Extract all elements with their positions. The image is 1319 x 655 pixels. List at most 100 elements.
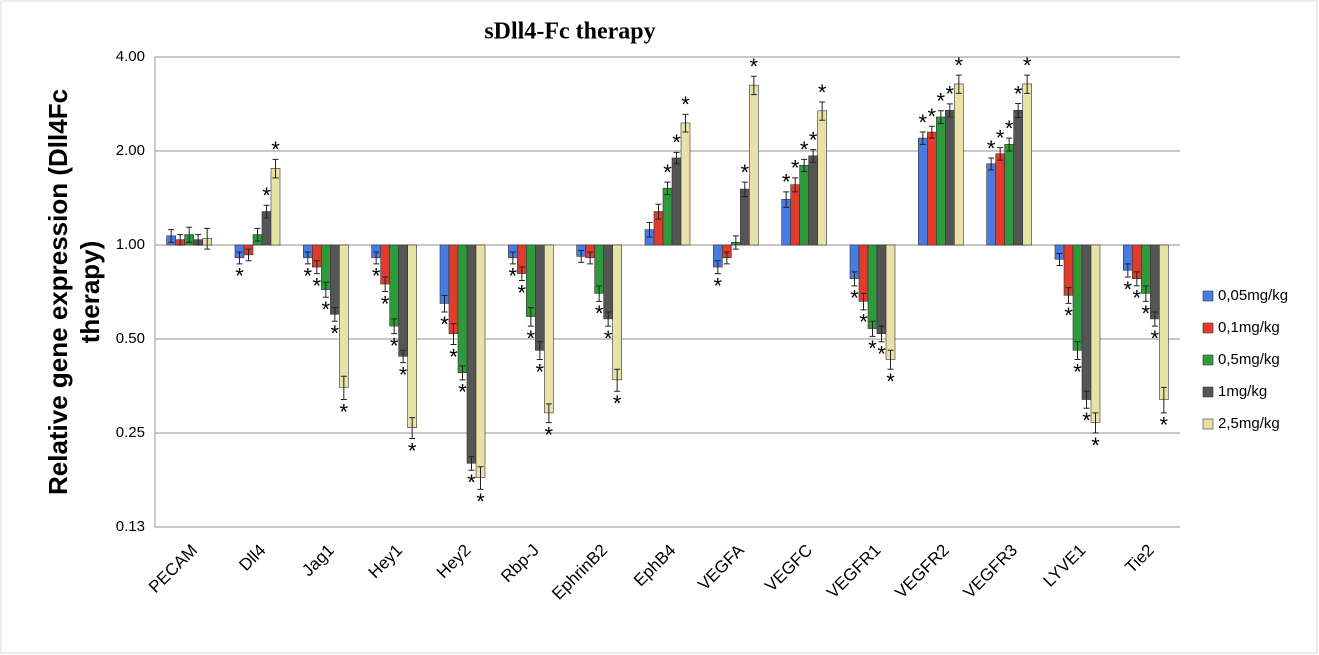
bar (1150, 244, 1160, 320)
bar (1022, 83, 1032, 246)
error-bar (937, 110, 944, 124)
legend-swatch (1202, 290, 1214, 302)
significance-mark: * (1014, 81, 1023, 106)
bar (1090, 244, 1101, 423)
bar (995, 153, 1005, 246)
significance-mark: * (1160, 413, 1169, 438)
error-bar (946, 103, 953, 118)
legend-label: 0,05mg/kg (1218, 287, 1288, 304)
bar (475, 244, 486, 478)
error-bar (714, 260, 721, 275)
error-bar (509, 251, 516, 265)
significance-mark: * (458, 380, 467, 405)
error-bar (527, 307, 534, 327)
significance-mark: * (322, 297, 331, 322)
error-bar (851, 271, 858, 287)
bar (1159, 244, 1169, 400)
significance-mark: * (467, 470, 476, 495)
error-bar (1074, 341, 1081, 360)
significance-mark: * (408, 438, 417, 463)
error-bar (1006, 137, 1013, 152)
significance-mark: * (818, 80, 827, 105)
y-label-line: therapy) (75, 241, 105, 344)
error-bar (819, 101, 826, 121)
error-bar (614, 368, 621, 392)
significance-mark: * (791, 156, 800, 181)
error-bar (245, 248, 252, 262)
bar (799, 164, 809, 246)
significance-mark: * (340, 399, 349, 424)
bar (339, 244, 349, 388)
error-bar (254, 227, 261, 242)
significance-mark: * (868, 336, 877, 361)
significance-mark: * (595, 301, 604, 326)
bar (936, 116, 946, 246)
bar (986, 163, 996, 246)
error-bar (331, 307, 338, 322)
y-tick-label: 1.00 (116, 236, 145, 253)
bar (867, 244, 878, 329)
bar (954, 83, 964, 246)
significance-mark: * (1124, 277, 1133, 302)
significance-mark: * (928, 104, 937, 129)
error-bar (1124, 263, 1131, 278)
error-bar (313, 260, 320, 275)
legend-label: 0,5mg/kg (1218, 351, 1280, 368)
significance-mark: * (1091, 433, 1100, 458)
error-bar (1065, 287, 1072, 304)
significance-mark: * (613, 391, 622, 416)
bar (535, 244, 545, 351)
error-bar (1024, 74, 1031, 94)
significance-mark: * (518, 280, 527, 305)
error-bar (928, 125, 935, 139)
bar (407, 244, 417, 428)
bar (790, 184, 800, 246)
bar (1013, 110, 1023, 246)
significance-mark: * (996, 125, 1005, 150)
chart-title: sDll4-Fc therapy (484, 19, 655, 45)
bar (1004, 144, 1014, 246)
significance-mark: * (782, 170, 791, 195)
error-bar (732, 235, 739, 250)
bar (885, 244, 896, 360)
significance-mark: * (545, 422, 554, 447)
significance-mark: * (1073, 359, 1082, 384)
significance-mark: * (390, 333, 399, 358)
error-bar (236, 251, 243, 265)
error-bar (468, 456, 475, 471)
y-tick-label: 0.50 (116, 330, 145, 347)
bar (927, 131, 937, 246)
bar (817, 110, 827, 246)
error-bar (409, 417, 416, 440)
legend-label: 0,1mg/kg (1218, 319, 1280, 336)
bar (680, 122, 691, 246)
error-bar (382, 276, 389, 292)
significance-mark: * (946, 82, 955, 107)
significance-mark: * (750, 54, 759, 79)
error-bar (204, 227, 211, 250)
significance-mark: * (527, 326, 536, 351)
error-bar (545, 403, 552, 424)
error-bar (596, 285, 603, 302)
error-bar (177, 234, 184, 246)
error-bar (536, 341, 543, 360)
y-label-line: Relative gene expression (Dll4Fc (43, 89, 73, 495)
bar (1072, 244, 1083, 351)
significance-mark: * (331, 321, 340, 346)
bar (398, 244, 408, 357)
error-bar (578, 250, 585, 263)
error-bar (997, 147, 1004, 161)
error-bar (1083, 390, 1090, 409)
error-bar (750, 75, 757, 96)
significance-mark: * (604, 326, 613, 351)
error-bar (518, 266, 525, 281)
error-bar (195, 234, 202, 246)
significance-mark: * (235, 264, 244, 289)
significance-mark: * (304, 264, 313, 289)
error-bar (783, 191, 790, 208)
error-bar (322, 281, 329, 298)
error-bar (1142, 285, 1149, 302)
significance-mark: * (476, 489, 485, 514)
error-bar (304, 251, 311, 265)
